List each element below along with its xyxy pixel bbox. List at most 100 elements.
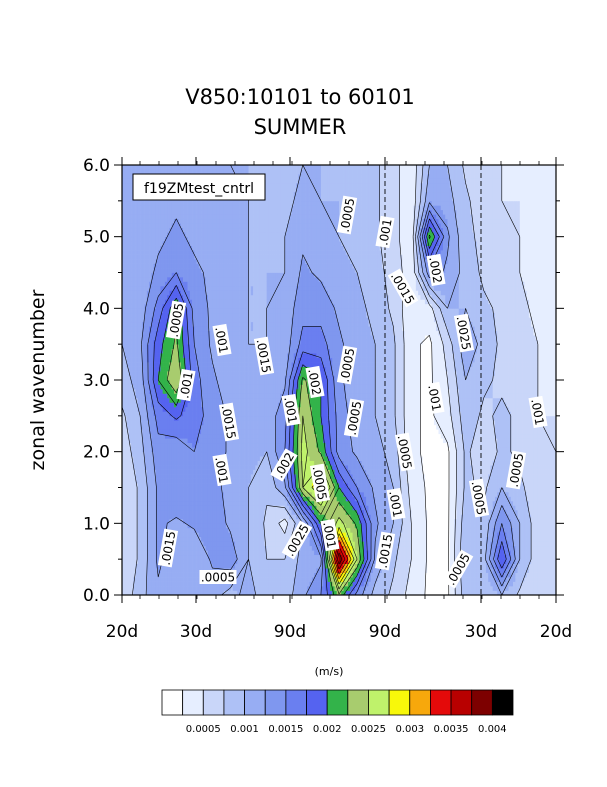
field-cell [151, 581, 154, 587]
field-cell [494, 487, 498, 493]
field-cell [187, 590, 191, 596]
field-cell [456, 500, 460, 506]
field-cell [133, 545, 136, 551]
field-cell [456, 590, 460, 596]
field-cell [262, 581, 265, 587]
field-cell [158, 456, 161, 461]
field-cell [196, 541, 200, 547]
field-cell [176, 465, 179, 470]
field-cell [427, 487, 430, 493]
field-cell [133, 518, 136, 524]
field-cell [465, 536, 469, 542]
field-cell [131, 509, 134, 515]
field-cell [216, 563, 220, 569]
field-cell [388, 590, 392, 596]
field-cell [354, 491, 358, 497]
field-cell [228, 451, 231, 457]
field-cell [438, 536, 442, 542]
field-cell [239, 590, 243, 596]
field-cell [142, 500, 145, 506]
field-cell [309, 577, 313, 582]
field-cell [386, 577, 390, 582]
field-cell [140, 514, 143, 520]
field-cell [194, 523, 197, 529]
field-cell [415, 559, 419, 564]
field-cell [176, 527, 179, 533]
field-cell [189, 451, 193, 457]
field-cell [126, 514, 130, 520]
field-cell [171, 469, 175, 475]
field-cell [275, 536, 279, 542]
field-cell [533, 554, 537, 560]
field-cell [253, 590, 256, 596]
field-cell [287, 577, 290, 582]
field-cell [257, 550, 261, 556]
field-cell [178, 554, 182, 560]
field-cell [223, 532, 227, 538]
field-cell [549, 496, 552, 502]
field-cell [187, 559, 191, 564]
field-cell [470, 514, 473, 520]
field-cell [390, 568, 394, 573]
field-cell [176, 518, 179, 524]
field-cell [375, 590, 378, 596]
field-cell [499, 559, 503, 564]
field-cell [352, 527, 356, 533]
field-cell [440, 550, 444, 556]
field-cell [133, 563, 136, 569]
field-cell [372, 527, 376, 533]
field-cell [540, 527, 543, 533]
field-cell [366, 518, 369, 524]
field-cell [214, 487, 218, 493]
field-cell [370, 572, 374, 578]
field-cell [293, 590, 297, 596]
field-cell [415, 500, 419, 506]
field-cell [467, 532, 471, 538]
field-cell [546, 586, 550, 591]
field-cell [433, 536, 437, 542]
field-cell [210, 460, 213, 466]
field-cell [122, 559, 125, 564]
field-cell [266, 563, 270, 569]
field-cell [445, 496, 448, 502]
field-cell [546, 491, 550, 497]
field-cell [542, 550, 546, 556]
field-cell [142, 568, 145, 573]
field-cell [277, 509, 281, 515]
field-cell [271, 572, 274, 578]
field-cell [219, 532, 222, 538]
field-cell [501, 577, 505, 582]
field-cell [237, 500, 240, 506]
field-cell [137, 474, 141, 479]
field-cell [345, 500, 349, 506]
field-cell [370, 496, 374, 502]
field-cell [377, 491, 381, 497]
field-cell [309, 554, 313, 560]
field-cell [533, 518, 537, 524]
field-cell [167, 586, 170, 591]
field-cell [504, 545, 507, 551]
field-cell [537, 532, 541, 538]
field-cell [429, 500, 433, 506]
field-cell [314, 581, 317, 587]
field-cell [524, 545, 527, 551]
field-cell [192, 514, 195, 520]
field-cell [406, 505, 410, 511]
field-cell [504, 572, 507, 578]
field-cell [237, 550, 240, 556]
field-cell [146, 536, 150, 542]
field-cell [194, 532, 197, 538]
field-cell [406, 572, 410, 578]
field-cell [253, 577, 256, 582]
field-cell [201, 541, 204, 547]
field-cell [185, 460, 188, 466]
field-cell [366, 590, 369, 596]
field-cell [470, 550, 473, 556]
field-cell [318, 563, 322, 569]
field-cell [146, 550, 150, 556]
field-cell [264, 581, 268, 587]
field-cell [452, 514, 455, 520]
field-cell [277, 577, 281, 582]
field-cell [381, 509, 385, 515]
field-cell [413, 568, 417, 573]
